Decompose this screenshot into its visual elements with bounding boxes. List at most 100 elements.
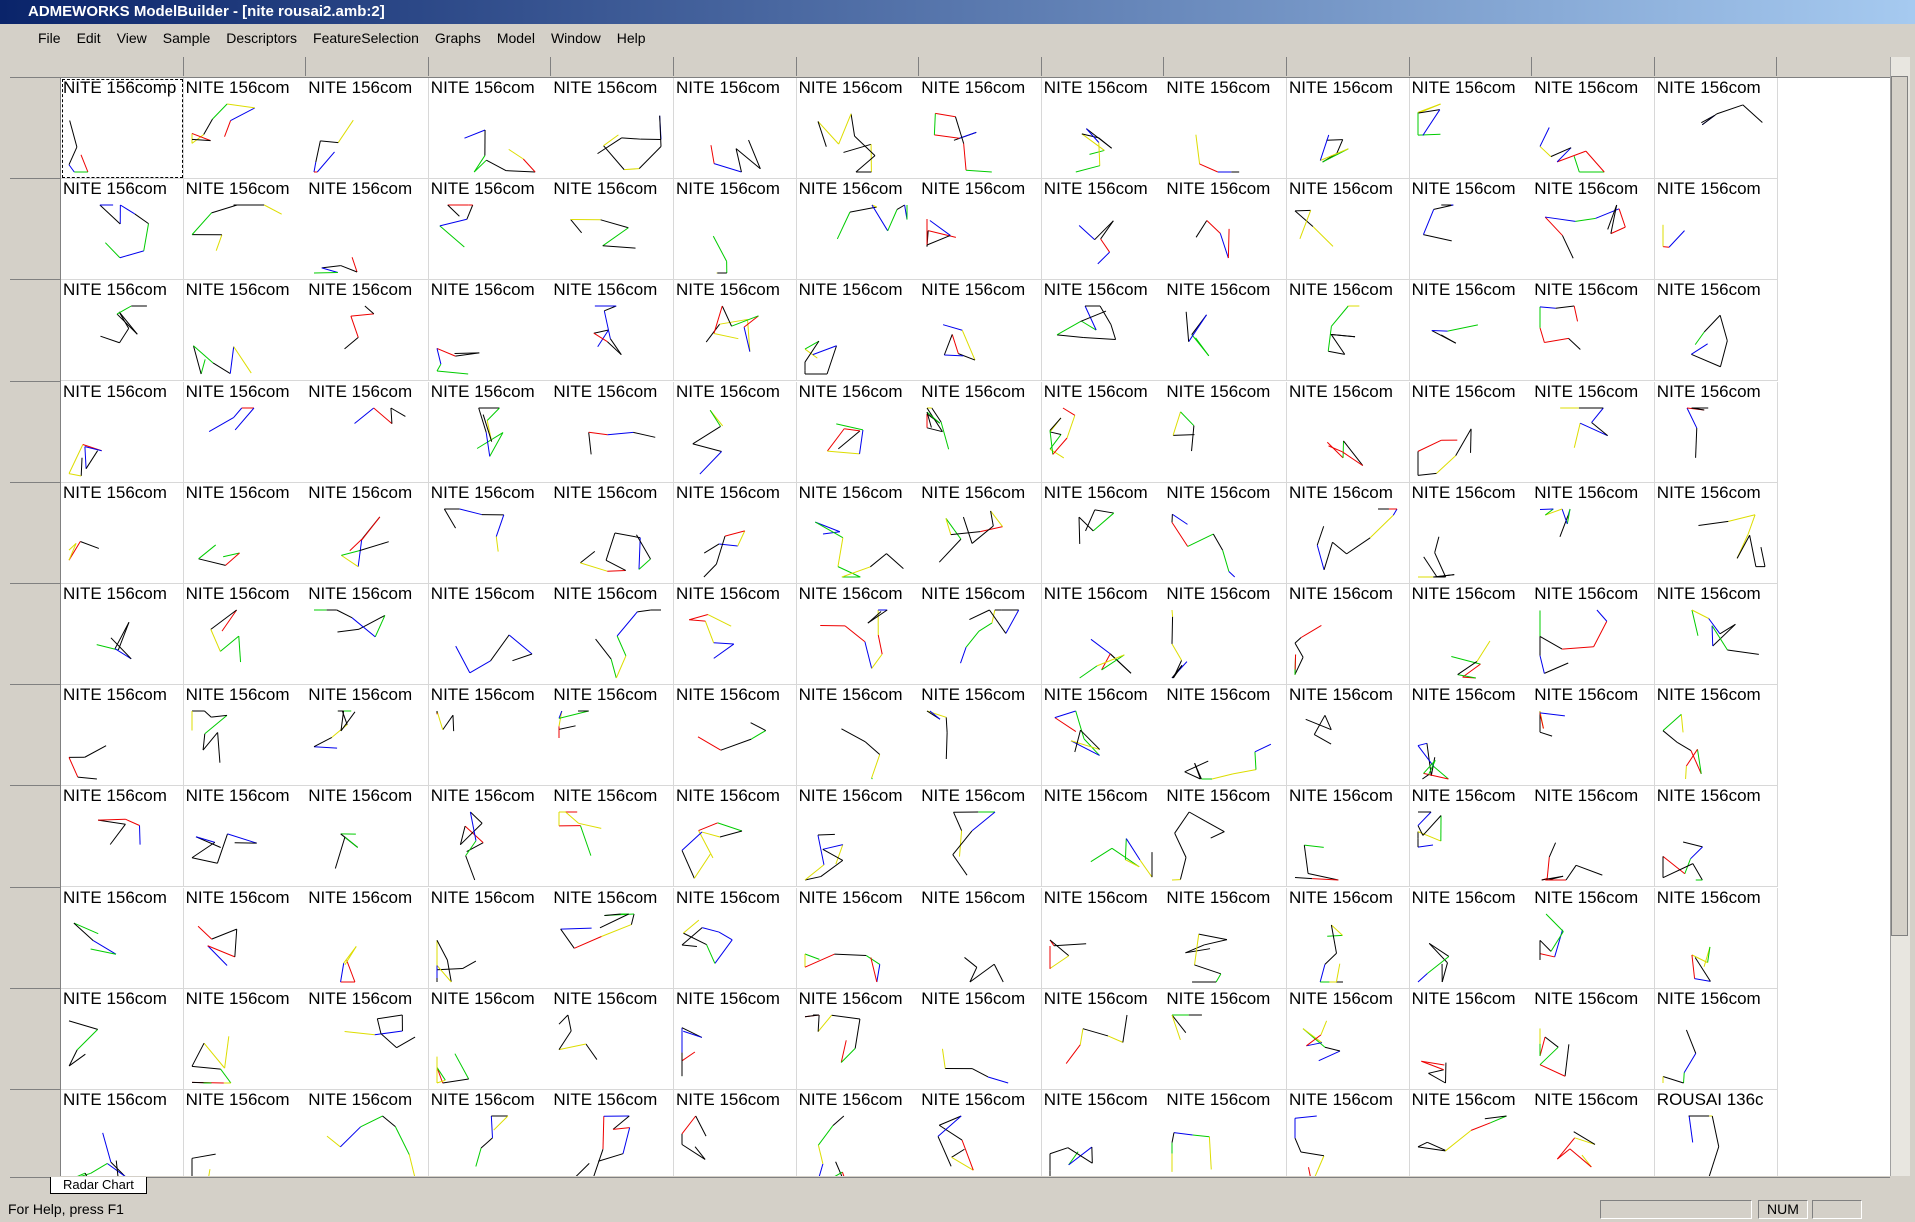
grid-cell[interactable]: NITE 156com [1287, 685, 1410, 786]
grid-cell[interactable]: NITE 156com [1410, 382, 1533, 483]
grid-cell[interactable]: NITE 156com [1410, 584, 1533, 685]
grid-cell[interactable]: NITE 156com [306, 280, 429, 381]
grid-cell[interactable]: NITE 156com [551, 382, 674, 483]
grid-cell[interactable]: NITE 156com [1164, 584, 1287, 685]
grid-cell[interactable]: NITE 156com [1042, 888, 1165, 989]
grid-cell[interactable]: NITE 156com [1164, 1090, 1287, 1176]
grid-cell[interactable]: NITE 156com [919, 786, 1042, 887]
grid-cell[interactable]: NITE 156com [551, 786, 674, 887]
grid-cell[interactable]: NITE 156com [1042, 989, 1165, 1090]
grid-cell[interactable]: NITE 156com [1164, 78, 1287, 179]
grid-cell[interactable]: NITE 156com [429, 179, 552, 280]
grid-cell[interactable]: NITE 156com [1655, 280, 1778, 381]
grid-cell[interactable]: NITE 156com [61, 584, 184, 685]
grid-cell[interactable]: NITE 156com [1287, 888, 1410, 989]
grid-cell[interactable]: NITE 156com [429, 888, 552, 989]
grid-cell[interactable]: NITE 156com [797, 483, 920, 584]
grid-cell[interactable]: NITE 156com [674, 1090, 797, 1176]
grid-cell[interactable]: NITE 156com [1655, 584, 1778, 685]
grid-cell[interactable]: NITE 156com [429, 483, 552, 584]
grid-cell[interactable]: NITE 156com [61, 483, 184, 584]
grid-cell[interactable]: NITE 156com [1410, 989, 1533, 1090]
grid-cell[interactable]: NITE 156com [61, 989, 184, 1090]
grid-cell[interactable]: NITE 156com [61, 280, 184, 381]
menu-item[interactable]: Window [543, 26, 609, 50]
grid-cell[interactable]: NITE 156com [184, 382, 307, 483]
grid-cell[interactable]: NITE 156com [919, 888, 1042, 989]
grid-cell[interactable]: NITE 156com [674, 584, 797, 685]
menu-item[interactable]: Graphs [427, 26, 489, 50]
grid-cell[interactable]: NITE 156com [919, 78, 1042, 179]
grid-cell[interactable]: NITE 156com [306, 888, 429, 989]
menu-item[interactable]: FeatureSelection [305, 26, 427, 50]
grid-cell[interactable]: ROUSAI 136c [1655, 1090, 1778, 1176]
grid-cell[interactable]: NITE 156com [674, 483, 797, 584]
grid-cell[interactable]: NITE 156com [674, 280, 797, 381]
grid-cell[interactable]: NITE 156com [1287, 179, 1410, 280]
grid-cell[interactable]: NITE 156com [1532, 989, 1655, 1090]
grid-cell[interactable]: NITE 156com [919, 685, 1042, 786]
grid-cell[interactable]: NITE 156com [306, 989, 429, 1090]
grid-cell[interactable]: NITE 156com [1287, 483, 1410, 584]
grid-cell[interactable]: NITE 156com [306, 483, 429, 584]
grid-cell[interactable]: NITE 156com [1164, 483, 1287, 584]
grid-cell[interactable]: NITE 156com [429, 382, 552, 483]
grid-cell[interactable]: NITE 156com [1410, 1090, 1533, 1176]
grid-cell[interactable]: NITE 156com [429, 584, 552, 685]
grid-cell[interactable]: NITE 156com [1410, 179, 1533, 280]
grid-cell[interactable]: NITE 156com [551, 483, 674, 584]
grid-cell[interactable]: NITE 156com [184, 280, 307, 381]
menu-item[interactable]: File [30, 26, 69, 50]
grid-cell[interactable]: NITE 156com [184, 78, 307, 179]
grid-cell[interactable]: NITE 156com [919, 280, 1042, 381]
grid-cell[interactable]: NITE 156com [1532, 280, 1655, 381]
grid-cell[interactable]: NITE 156com [184, 685, 307, 786]
grid-cell[interactable]: NITE 156com [797, 78, 920, 179]
sheet-tab[interactable]: Radar Chart [50, 1177, 147, 1194]
menu-item[interactable]: Edit [69, 26, 109, 50]
grid-cell[interactable]: NITE 156com [797, 280, 920, 381]
menu-item[interactable]: Help [609, 26, 654, 50]
grid-cell[interactable]: NITE 156com [61, 685, 184, 786]
grid-cell[interactable]: NITE 156com [429, 989, 552, 1090]
grid-cell[interactable]: NITE 156com [674, 382, 797, 483]
grid-cell[interactable]: NITE 156com [1042, 483, 1165, 584]
grid-cell[interactable]: NITE 156com [1410, 786, 1533, 887]
grid-cell[interactable]: NITE 156com [674, 78, 797, 179]
grid-cell[interactable]: NITE 156com [1042, 786, 1165, 887]
grid-cell[interactable]: NITE 156com [184, 483, 307, 584]
grid-cell[interactable]: NITE 156com [429, 786, 552, 887]
grid-cell[interactable]: NITE 156com [306, 685, 429, 786]
grid-cell[interactable]: NITE 156com [674, 179, 797, 280]
grid-cell[interactable]: NITE 156com [1655, 786, 1778, 887]
grid-cell[interactable]: NITE 156com [61, 786, 184, 887]
grid-cell[interactable]: NITE 156com [1532, 1090, 1655, 1176]
grid-cell[interactable]: NITE 156com [674, 786, 797, 887]
grid-cell[interactable]: NITE 156com [1655, 989, 1778, 1090]
grid-cell[interactable]: NITE 156com [551, 888, 674, 989]
grid-cell[interactable]: NITE 156com [306, 786, 429, 887]
grid-cell[interactable]: NITE 156com [1164, 382, 1287, 483]
grid-cell[interactable]: NITE 156com [1655, 382, 1778, 483]
menu-item[interactable]: Model [489, 26, 543, 50]
grid-cell[interactable]: NITE 156com [306, 1090, 429, 1176]
grid-cell[interactable]: NITE 156com [1410, 685, 1533, 786]
grid-cell[interactable]: NITE 156com [1042, 382, 1165, 483]
grid-cell[interactable]: NITE 156com [184, 584, 307, 685]
grid-cell[interactable]: NITE 156com [919, 483, 1042, 584]
grid-cell[interactable]: NITE 156com [1532, 888, 1655, 989]
grid-cell[interactable]: NITE 156com [1164, 179, 1287, 280]
grid-cell[interactable]: NITE 156com [1410, 483, 1533, 584]
grid-cell[interactable]: NITE 156com [797, 888, 920, 989]
grid-cell[interactable]: NITE 156com [919, 179, 1042, 280]
grid-cell[interactable]: NITE 156com [1532, 685, 1655, 786]
grid-cell[interactable]: NITE 156com [61, 179, 184, 280]
grid-cell[interactable]: NITE 156com [919, 584, 1042, 685]
grid-cell[interactable]: NITE 156com [1042, 78, 1165, 179]
grid-cell[interactable]: NITE 156com [1410, 280, 1533, 381]
grid-cell[interactable]: NITE 156com [551, 78, 674, 179]
grid-cell[interactable]: NITE 156com [1164, 989, 1287, 1090]
grid-cell[interactable]: NITE 156com [184, 1090, 307, 1176]
grid-cell[interactable]: NITE 156com [797, 179, 920, 280]
grid-cell[interactable]: NITE 156com [797, 786, 920, 887]
